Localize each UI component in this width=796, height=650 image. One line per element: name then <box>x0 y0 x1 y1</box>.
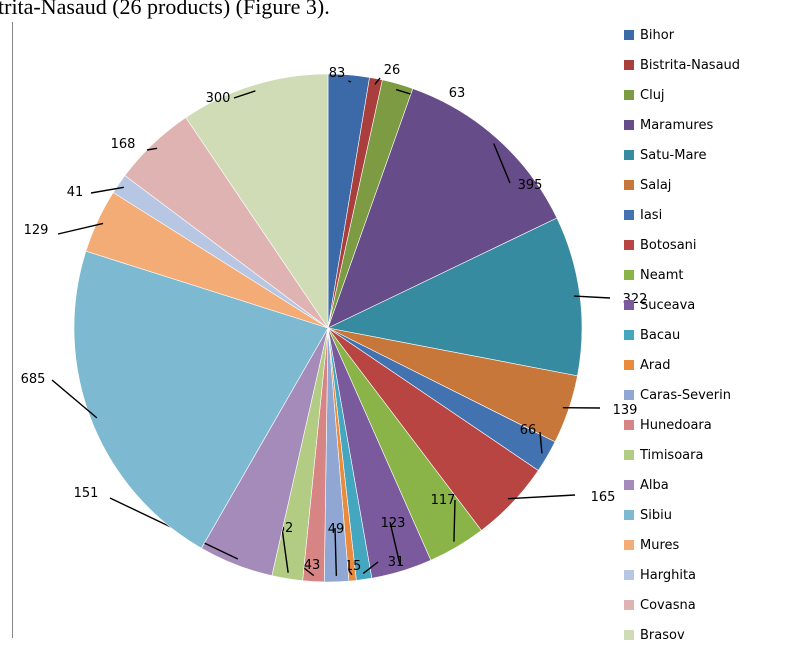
data-label-mures: 129 <box>24 223 49 238</box>
data-label-brasov: 300 <box>206 91 231 106</box>
legend-label: Botosani <box>640 238 697 253</box>
legend-label: Brasov <box>640 628 685 643</box>
legend-swatch <box>624 600 634 610</box>
legend-label: Covasna <box>640 598 696 613</box>
data-label-iasi: 66 <box>520 423 537 438</box>
legend-label: Bistrita-Nasaud <box>640 58 740 73</box>
legend-swatch <box>624 240 634 250</box>
legend-item-alba: Alba <box>624 470 796 500</box>
legend-swatch <box>624 300 634 310</box>
legend-label: Neamt <box>640 268 683 283</box>
legend-item-caras-severin: Caras-Severin <box>624 380 796 410</box>
legend-swatch <box>624 210 634 220</box>
legend-item-botosani: Botosani <box>624 230 796 260</box>
legend-swatch <box>624 30 634 40</box>
legend-item-brasov: Brasov <box>624 620 796 650</box>
legend-swatch <box>624 540 634 550</box>
legend-item-bihor: Bihor <box>624 20 796 50</box>
legend-label: Sibiu <box>640 508 672 523</box>
legend-label: Alba <box>640 478 669 493</box>
legend-item-timisoara: Timisoara <box>624 440 796 470</box>
legend-item-maramures: Maramures <box>624 110 796 140</box>
legend-item-harghita: Harghita <box>624 560 796 590</box>
legend-label: Suceava <box>640 298 695 313</box>
legend-item-covasna: Covasna <box>624 590 796 620</box>
data-label-neamt: 117 <box>431 493 456 508</box>
data-label-cluj: 63 <box>449 86 466 101</box>
legend-item-hunedoara: Hunedoara <box>624 410 796 440</box>
legend-label: Cluj <box>640 88 665 103</box>
legend-label: Salaj <box>640 178 671 193</box>
legend-swatch <box>624 60 634 70</box>
data-label-bacau: 31 <box>388 555 405 570</box>
legend-label: Bacau <box>640 328 680 343</box>
legend-swatch <box>624 420 634 430</box>
data-label-bihor: 83 <box>329 66 346 81</box>
legend-label: Mures <box>640 538 679 553</box>
data-label-hunedoara: 43 <box>304 558 321 573</box>
legend-item-iasi: Iasi <box>624 200 796 230</box>
legend-label: Timisoara <box>640 448 703 463</box>
legend-item-neamt: Neamt <box>624 260 796 290</box>
legend-item-bacau: Bacau <box>624 320 796 350</box>
legend-swatch <box>624 480 634 490</box>
data-label-suceava: 123 <box>381 516 406 531</box>
legend-item-sibiu: Sibiu <box>624 500 796 530</box>
data-label-bistrita-nasaud: 26 <box>384 63 401 78</box>
legend-item-arad: Arad <box>624 350 796 380</box>
legend-swatch <box>624 450 634 460</box>
legend-label: Maramures <box>640 118 713 133</box>
legend-swatch <box>624 90 634 100</box>
legend-swatch <box>624 630 634 640</box>
legend-swatch <box>624 270 634 280</box>
data-label-sibiu: 685 <box>21 372 46 387</box>
chart-legend: Bihor Bistrita-Nasaud Cluj Maramures Satu-Ma… <box>624 20 796 650</box>
legend-swatch <box>624 180 634 190</box>
data-label-maramures: 395 <box>518 178 543 193</box>
legend-item-salaj: Salaj <box>624 170 796 200</box>
data-label-caras-severin: 49 <box>328 522 345 537</box>
legend-item-cluj: Cluj <box>624 80 796 110</box>
data-label-harghita: 41 <box>67 185 84 200</box>
legend-swatch <box>624 330 634 340</box>
legend-item-mures: Mures <box>624 530 796 560</box>
legend-item-suceava: Suceava <box>624 290 796 320</box>
legend-swatch <box>624 510 634 520</box>
legend-swatch <box>624 150 634 160</box>
legend-item-bistrita-nasaud: Bistrita-Nasaud <box>624 50 796 80</box>
legend-swatch <box>624 360 634 370</box>
legend-label: Hunedoara <box>640 418 712 433</box>
data-label-covasna: 168 <box>111 137 136 152</box>
legend-label: Harghita <box>640 568 696 583</box>
legend-swatch <box>624 570 634 580</box>
legend-label: Bihor <box>640 28 674 43</box>
legend-item-satu-mare: Satu-Mare <box>624 140 796 170</box>
legend-label: Satu-Mare <box>640 148 707 163</box>
data-label-alba: 151 <box>74 486 99 501</box>
legend-swatch <box>624 390 634 400</box>
legend-label: Arad <box>640 358 670 373</box>
legend-label: Caras-Severin <box>640 388 731 403</box>
legend-label: Iasi <box>640 208 662 223</box>
data-label-botosani: 165 <box>591 490 616 505</box>
legend-swatch <box>624 120 634 130</box>
